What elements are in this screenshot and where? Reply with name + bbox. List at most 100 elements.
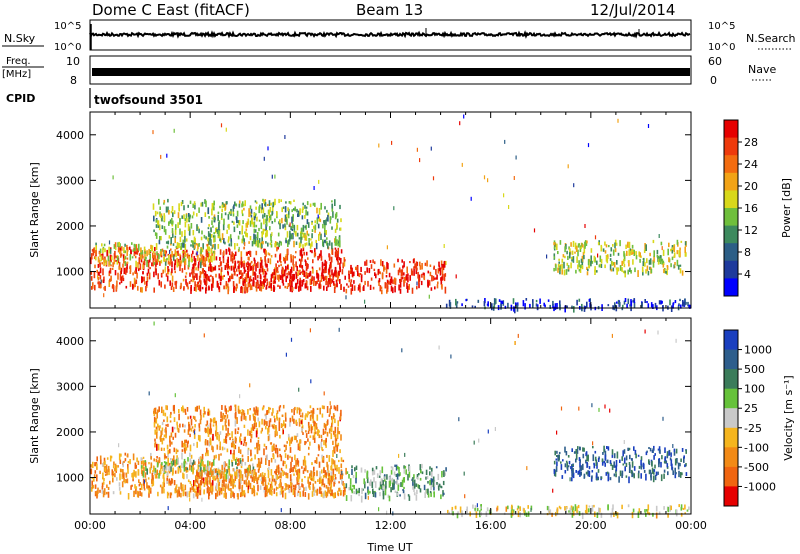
echo-cell [525, 512, 528, 517]
echo-cell [121, 481, 124, 488]
echo-cell [95, 242, 97, 246]
echo-cell [288, 201, 291, 204]
echo-cell [296, 470, 298, 476]
echo-cell [262, 207, 265, 214]
echo-cell [177, 222, 179, 228]
echo-cell [315, 243, 318, 250]
echo-cell [178, 203, 180, 210]
echo-cell [217, 467, 220, 471]
echo-cell [203, 234, 206, 239]
echo-cell [178, 208, 180, 212]
echo-cell [143, 276, 145, 282]
echo-cell [211, 203, 214, 210]
echo-cell [336, 404, 339, 412]
echo-cell [381, 466, 384, 474]
echo-cell [153, 271, 155, 278]
echo-cell [119, 491, 122, 495]
echo-cell [276, 410, 279, 414]
echo-cell [306, 470, 309, 473]
echo-cell [254, 447, 256, 450]
echo-cell [176, 262, 179, 268]
echo-cell [182, 405, 184, 411]
echo-cell [184, 275, 187, 278]
echo-cell [290, 468, 293, 472]
echo-cell [385, 268, 388, 274]
echo-cell [595, 459, 598, 466]
echo-cell [158, 406, 160, 412]
echo-cell [579, 264, 582, 268]
echo-cell [326, 217, 328, 222]
echo-cell [231, 220, 234, 223]
echo-cell [388, 480, 391, 488]
echo-cell [178, 490, 180, 497]
echo-cell [163, 434, 166, 438]
echo-cell [298, 484, 300, 490]
echo-cell [442, 480, 445, 486]
echo-cell [241, 213, 244, 217]
echo-cell [286, 249, 289, 255]
echo-cell [421, 273, 423, 278]
echo-cell [319, 231, 321, 236]
echo-cell [567, 255, 569, 260]
echo-cell [433, 479, 436, 487]
echo-cell [238, 203, 241, 208]
echo-cell [574, 242, 577, 250]
echo-cell [208, 481, 211, 485]
echo-cell [556, 455, 558, 457]
echo-cell [148, 462, 150, 465]
echo-cell [331, 422, 333, 428]
echo-cell [416, 286, 418, 290]
echo-cell [240, 416, 243, 422]
echo-cell [255, 250, 258, 256]
echo-cell [293, 208, 295, 211]
echo-cell [224, 474, 227, 480]
echo-cell [145, 466, 147, 471]
echo-cell [179, 465, 182, 472]
echo-cell [526, 466, 528, 471]
echo-cell [653, 445, 655, 451]
echo-cell [156, 443, 158, 451]
echo-cell [246, 287, 249, 292]
echo-cell [250, 449, 252, 457]
echo-cell [187, 457, 189, 462]
echo-cell [235, 283, 238, 286]
echo-cell [331, 269, 333, 276]
echo-cell [320, 202, 322, 210]
echo-cell [184, 484, 187, 491]
echo-cell [344, 259, 346, 262]
echo-cell [213, 254, 215, 261]
echo-cell [142, 264, 144, 270]
echo-cell [162, 269, 164, 274]
echo-cell [324, 275, 326, 281]
echo-cell [591, 470, 594, 473]
echo-cell [259, 268, 262, 273]
echo-cell [335, 438, 338, 442]
echo-cell [332, 459, 334, 465]
echo-cell [266, 263, 268, 268]
echo-cell [294, 232, 297, 235]
echo-cell [199, 409, 202, 416]
echo-cell [256, 236, 259, 242]
echo-cell [237, 260, 239, 264]
echo-cell [604, 450, 607, 457]
echo-cell [368, 481, 371, 486]
echo-cell [270, 287, 273, 291]
echo-cell [630, 469, 633, 474]
echo-cell [431, 275, 433, 282]
date-title: 12/Jul/2014 [590, 1, 675, 19]
echo-cell [227, 239, 230, 243]
echo-cell [344, 275, 346, 280]
echo-cell [250, 260, 253, 264]
echo-cell [276, 448, 279, 455]
echo-cell [238, 200, 241, 204]
echo-cell [445, 303, 448, 309]
echo-cell [315, 489, 317, 493]
echo-cell [166, 245, 169, 249]
echo-cell [114, 270, 117, 276]
echo-cell [186, 218, 188, 223]
echo-cell [552, 488, 554, 493]
echo-cell [203, 406, 205, 413]
echo-cell [611, 464, 614, 470]
echo-cell [259, 461, 262, 468]
echo-cell [275, 474, 278, 482]
